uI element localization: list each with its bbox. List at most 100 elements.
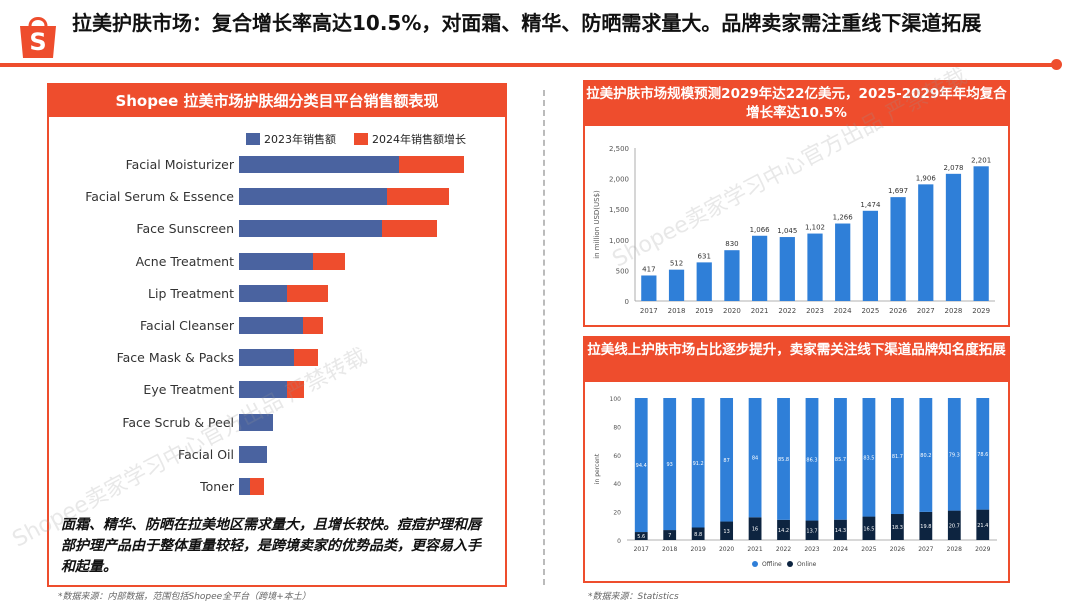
category-label: Facial Moisturizer	[125, 157, 234, 172]
market-size-bar	[945, 173, 962, 301]
bar-2023-sales	[239, 188, 387, 206]
offline-share-bar	[947, 398, 961, 511]
channel-share-panel: 拉美线上护肤市场占比逐步提升，卖家需关注线下渠道品牌知名度拓展 0 20 40 60 8…	[583, 336, 1010, 583]
market-size-bar	[862, 210, 878, 301]
y-tick-label: 20	[613, 510, 621, 517]
online-share-bar	[663, 530, 677, 540]
bar-data-label: 417	[642, 265, 655, 273]
logo-letter: S	[29, 28, 46, 56]
category-sales-panel: Shopee 拉美市场护肤细分类目平台销售额表现 2023年销售额 2024年销…	[47, 83, 507, 587]
x-tick-label: 2018	[668, 307, 686, 315]
bar-data-label: 1,045	[777, 227, 797, 235]
online-data-label: 18.3	[892, 525, 903, 531]
market-size-bar	[696, 262, 712, 301]
y-tick-label: 2,000	[609, 176, 629, 184]
legend-label: 2024年销售额增长	[372, 133, 466, 146]
offline-data-label: 83.5	[863, 455, 874, 461]
x-tick-label: 2025	[861, 307, 879, 315]
bar-2024-growth	[313, 252, 345, 270]
online-share-bar	[947, 510, 961, 540]
x-tick-label: 2029	[975, 546, 990, 553]
bar-2023-sales	[239, 317, 303, 334]
bar-2024-growth	[287, 381, 304, 399]
x-tick-label: 2024	[834, 307, 852, 315]
bar-data-label: 1,266	[833, 214, 854, 222]
online-share-bar	[805, 520, 819, 540]
market-size-title: 拉美护肤市场规模预测2029年达22亿美元，2025-2029年年均复合增长率达…	[585, 82, 1008, 126]
category-row: Lip Treatment	[49, 284, 505, 304]
bar-2024-growth	[399, 156, 464, 173]
offline-data-label: 94.4	[636, 463, 647, 469]
bar-2024-growth	[250, 478, 264, 495]
y-axis-label: in percent	[594, 453, 601, 484]
market-size-bar	[779, 237, 795, 301]
bar-2023-sales	[239, 478, 250, 495]
channel-share-title: 拉美线上护肤市场占比逐步提升，卖家需关注线下渠道品牌知名度拓展	[585, 338, 1008, 382]
bar-2023-sales	[239, 413, 273, 431]
right-source-note: *数据来源：Statistics	[588, 592, 679, 602]
y-tick-label: 0	[617, 538, 621, 545]
bar-2023-sales	[239, 220, 382, 238]
online-data-label: 13	[723, 529, 729, 535]
bar-data-label: 1,906	[916, 174, 937, 182]
category-insight-note: 面霜、精华、防晒在拉美地区需求量大，且增长较快。痘痘护理和唇部护理产品由于整体重…	[61, 517, 481, 575]
market-size-bar	[890, 197, 906, 301]
x-tick-label: 2025	[861, 546, 876, 553]
offline-share-bar	[976, 398, 990, 510]
offline-data-label: 93	[667, 462, 673, 468]
online-data-label: 14.2	[778, 528, 789, 534]
x-tick-label: 2022	[778, 307, 796, 315]
bar-2024-growth	[382, 220, 437, 238]
category-row: Facial Serum & Essence	[49, 187, 505, 207]
offline-share-bar	[691, 398, 705, 528]
offline-share-bar	[862, 398, 876, 517]
offline-share-bar	[634, 398, 648, 533]
bar-2023-sales	[239, 284, 287, 302]
legend-swatch	[354, 133, 368, 145]
offline-data-label: 79.3	[949, 452, 960, 458]
market-size-chart: 0 500 1,000 1,500 2,000 2,500 in million USD(U…	[593, 145, 995, 315]
bar-data-label: 1,066	[750, 226, 771, 234]
y-tick-label: 1,500	[609, 206, 629, 214]
category-label: Face Mask & Packs	[116, 350, 234, 366]
online-data-label: 19.8	[920, 524, 931, 530]
x-tick-label: 2022	[776, 546, 791, 553]
online-data-label: 5.6	[637, 534, 645, 540]
x-tick-label: 2020	[723, 307, 741, 315]
x-tick-label: 2027	[918, 546, 933, 553]
bar-2023-sales	[239, 349, 294, 367]
category-label: Eye Treatment	[143, 382, 234, 398]
legend-marker-online	[787, 561, 793, 567]
market-size-bar	[835, 223, 851, 301]
bar-data-label: 512	[670, 260, 683, 268]
online-data-label: 16.5	[863, 526, 874, 532]
y-tick-label: 40	[613, 481, 621, 488]
x-tick-label: 2024	[833, 546, 848, 553]
offline-share-bar	[805, 398, 819, 521]
left-source-note: *数据来源：内部数据，范围包括Shopee全平台（跨境+本土）	[58, 592, 311, 602]
x-tick-label: 2023	[804, 546, 819, 553]
x-tick-label: 2026	[890, 546, 905, 553]
online-data-label: 8.8	[694, 532, 702, 538]
x-tick-label: 2028	[945, 307, 963, 315]
bar-2023-sales	[239, 252, 313, 270]
category-row: Eye Treatment	[49, 380, 505, 400]
market-size-bar	[641, 275, 657, 301]
category-row: Face Mask & Packs	[49, 348, 505, 368]
legend-item-2024: 2024年销售额增长	[354, 131, 466, 147]
x-tick-label: 2021	[751, 307, 769, 315]
y-tick-label: 60	[613, 453, 621, 460]
x-tick-label: 2026	[889, 307, 907, 315]
shopee-logo-icon: S	[20, 17, 56, 58]
market-size-bar	[724, 250, 740, 301]
x-tick-label: 2028	[947, 546, 962, 553]
bar-data-label: 1,697	[888, 187, 908, 195]
bar-data-label: 2,078	[943, 164, 963, 172]
bar-2023-sales	[239, 156, 399, 173]
header-divider	[0, 63, 1052, 67]
offline-data-label: 87	[723, 458, 729, 464]
category-label: Face Sunscreen	[136, 221, 234, 237]
x-tick-label: 2019	[691, 546, 706, 553]
x-tick-label: 2017	[640, 307, 658, 315]
category-sales-legend: 2023年销售额 2024年销售额增长	[246, 131, 466, 147]
